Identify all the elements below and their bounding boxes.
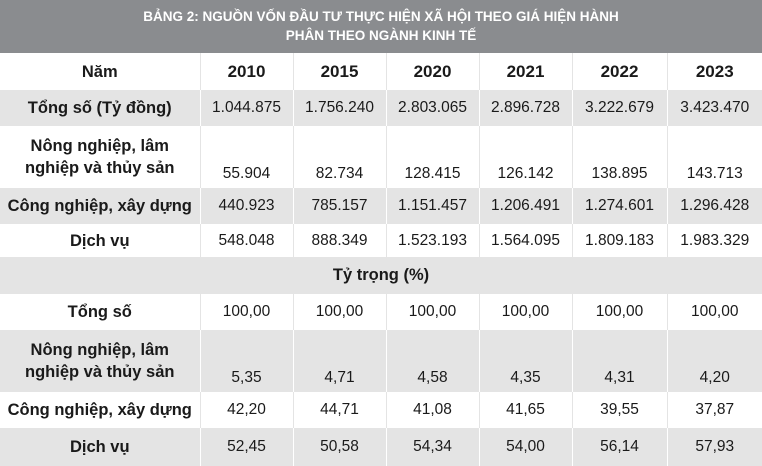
row-label-line-2: nghiệp và thủy sản [25, 159, 175, 177]
cell-value: 100,00 [385, 294, 479, 330]
cell-value: 37,87 [666, 392, 762, 428]
cell-value: 3.423.470 [666, 90, 762, 126]
cell-value: 100,00 [666, 294, 762, 330]
cell-value: 57,93 [666, 428, 762, 466]
cell-value: 1.983.329 [666, 224, 762, 257]
cell-value: 4,31 [571, 330, 667, 392]
cell-value: 548.048 [199, 224, 293, 257]
cell-value: 1.274.601 [571, 188, 667, 224]
row-label: Công nghiệp, xây dựng [0, 188, 200, 224]
year-2023: 2023 [666, 53, 762, 90]
table-row: Công nghiệp, xây dựng 42,20 44,71 41,08 … [0, 392, 762, 428]
cell-value: 1.296.428 [666, 188, 762, 224]
table-title: BẢNG 2: NGUỒN VỐN ĐẦU TƯ THỰC HIỆN XÃ HỘ… [0, 0, 762, 53]
cell-value: 1.523.193 [385, 224, 479, 257]
cell-value: 1.564.095 [478, 224, 572, 257]
cell-value: 2.803.065 [385, 90, 479, 126]
table-row: Nông nghiệp, lâm nghiệp và thủy sản 55.9… [0, 126, 762, 188]
table-row: Tổng số (Tỷ đồng) 1.044.875 1.756.240 2.… [0, 90, 762, 126]
row-label: Nông nghiệp, lâm nghiệp và thủy sản [0, 330, 200, 392]
cell-value: 56,14 [571, 428, 667, 466]
cell-value: 1.044.875 [199, 90, 293, 126]
table-row: Tổng số 100,00 100,00 100,00 100,00 100,… [0, 294, 762, 330]
cell-value: 1.151.457 [385, 188, 479, 224]
cell-value: 82.734 [292, 126, 386, 188]
cell-value: 100,00 [199, 294, 293, 330]
row-label: Dịch vụ [69, 231, 130, 250]
cell-value: 3.222.679 [571, 90, 667, 126]
cell-value: 4,58 [385, 330, 479, 392]
row-label: Tổng số [67, 303, 132, 321]
year-2015: 2015 [292, 53, 386, 90]
cell-value: 44,71 [292, 392, 386, 428]
cell-value: 4,71 [292, 330, 386, 392]
cell-value: 50,58 [292, 428, 386, 466]
table-row: Công nghiệp, xây dựng 440.923 785.157 1.… [0, 188, 762, 224]
cell-value: 4,35 [478, 330, 572, 392]
cell-value: 128.415 [385, 126, 479, 188]
cell-value: 41,65 [478, 392, 572, 428]
cell-value: 52,45 [199, 428, 293, 466]
table-row: Dịch vụ 52,45 50,58 54,34 54,00 56,14 57… [0, 428, 762, 466]
title-line-1: BẢNG 2: NGUỒN VỐN ĐẦU TƯ THỰC HIỆN XÃ HỘ… [143, 9, 619, 24]
cell-value: 100,00 [292, 294, 386, 330]
section-title: Tỷ trọng (%) [0, 257, 762, 294]
cell-value: 100,00 [571, 294, 667, 330]
cell-value: 126.142 [478, 126, 572, 188]
cell-value: 4,20 [666, 330, 762, 392]
cell-value: 41,08 [385, 392, 479, 428]
cell-value: 55.904 [199, 126, 293, 188]
year-2022: 2022 [571, 53, 667, 90]
cell-value: 1.206.491 [478, 188, 572, 224]
cell-value: 2.896.728 [478, 90, 572, 126]
row-label: Nông nghiệp, lâm nghiệp và thủy sản [0, 126, 200, 188]
header-year-label: Năm [81, 62, 118, 81]
cell-value: 888.349 [292, 224, 386, 257]
cell-value: 54,34 [385, 428, 479, 466]
row-label: Tổng số (Tỷ đồng) [0, 90, 200, 126]
cell-value: 138.895 [571, 126, 667, 188]
row-label: Dịch vụ [0, 428, 200, 466]
investment-table: Năm 2010 2015 2020 2021 2022 2023 Tổng s… [0, 53, 762, 466]
table-row: Dịch vụ 548.048 888.349 1.523.193 1.564.… [0, 224, 762, 257]
header-row: Năm 2010 2015 2020 2021 2022 2023 [0, 53, 762, 90]
row-label-line-1: Nông nghiệp, lâm [30, 341, 169, 359]
year-2021: 2021 [478, 53, 572, 90]
cell-value: 39,55 [571, 392, 667, 428]
cell-value: 1.756.240 [292, 90, 386, 126]
section-row: Tỷ trọng (%) [0, 257, 762, 294]
cell-value: 1.809.183 [571, 224, 667, 257]
cell-value: 785.157 [292, 188, 386, 224]
year-2020: 2020 [385, 53, 479, 90]
cell-value: 100,00 [478, 294, 572, 330]
row-label-line-2: nghiệp và thủy sản [25, 363, 175, 381]
row-label-line-1: Nông nghiệp, lâm [30, 137, 169, 155]
title-line-2: PHÂN THEO NGÀNH KINH TẾ [285, 28, 477, 43]
cell-value: 5,35 [199, 330, 293, 392]
cell-value: 54,00 [478, 428, 572, 466]
row-label: Công nghiệp, xây dựng [7, 401, 192, 419]
cell-value: 42,20 [199, 392, 293, 428]
cell-value: 440.923 [199, 188, 293, 224]
year-2010: 2010 [199, 53, 293, 90]
table-row: Nông nghiệp, lâm nghiệp và thủy sản 5,35… [0, 330, 762, 392]
cell-value: 143.713 [666, 126, 762, 188]
